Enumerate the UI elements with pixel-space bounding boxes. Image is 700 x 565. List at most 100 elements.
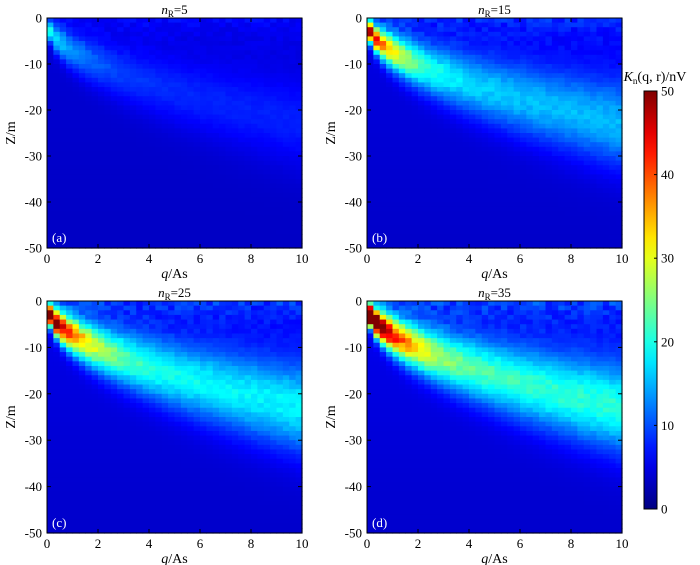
heatmap-cell — [494, 59, 502, 65]
heatmap-cell — [72, 301, 80, 307]
heatmap-cell — [596, 211, 604, 217]
heatmap-cell — [500, 183, 508, 189]
heatmap-cell — [72, 393, 80, 400]
heatmap-cell — [136, 301, 144, 307]
heatmap-cell — [219, 73, 227, 79]
heatmap-cell — [449, 229, 457, 235]
heatmap-cell — [244, 156, 252, 162]
heatmap-cell — [110, 169, 118, 175]
heatmap-cell — [551, 96, 559, 102]
heatmap-cell — [532, 225, 540, 231]
heatmap-cell — [405, 238, 413, 244]
heatmap-cell — [615, 225, 623, 231]
heatmap-cell — [123, 31, 131, 37]
heatmap-cell — [469, 243, 476, 249]
heatmap-cell — [488, 146, 496, 152]
heatmap-cell — [155, 384, 163, 390]
heatmap-cell — [488, 183, 496, 189]
heatmap-cell — [488, 225, 496, 231]
heatmap-cell — [615, 160, 623, 166]
heatmap-cell — [206, 50, 214, 56]
heatmap-cell — [405, 123, 413, 129]
heatmap-cell — [520, 41, 527, 47]
heatmap-cell — [206, 105, 214, 111]
heatmap-cell — [53, 128, 61, 134]
heatmap-cell — [494, 220, 502, 226]
heatmap-cell — [149, 356, 156, 362]
heatmap-cell — [123, 370, 131, 376]
heatmap-cell — [142, 192, 150, 198]
heatmap-cell — [418, 68, 425, 74]
heatmap-cell — [59, 192, 67, 198]
heatmap-cell — [398, 137, 406, 143]
heatmap-cell — [507, 123, 515, 129]
heatmap-cell — [47, 393, 54, 400]
heatmap-cell — [72, 96, 80, 102]
heatmap-cell — [104, 22, 112, 28]
heatmap-cell — [379, 36, 387, 42]
heatmap-cell — [91, 215, 99, 221]
heatmap-cell — [129, 523, 137, 529]
heatmap-cell — [59, 77, 67, 83]
heatmap-cell — [449, 137, 457, 143]
heatmap-cell — [526, 188, 534, 194]
heatmap-cell — [494, 41, 502, 47]
heatmap-cell — [462, 128, 470, 134]
heatmap-cell — [136, 68, 144, 74]
heatmap-cell — [225, 238, 233, 244]
heatmap-cell — [449, 215, 457, 221]
heatmap-cell — [386, 206, 394, 212]
heatmap-cell — [59, 384, 67, 390]
heatmap-cell — [200, 137, 207, 143]
heatmap-cell — [155, 229, 163, 235]
heatmap-cell — [539, 36, 547, 42]
heatmap-cell — [282, 91, 290, 97]
heatmap-cell — [212, 146, 220, 152]
heatmap-cell — [59, 500, 67, 506]
heatmap-cell — [129, 509, 137, 516]
heatmap-cell — [571, 146, 578, 152]
heatmap-cell — [263, 206, 271, 212]
heatmap-cell — [72, 463, 80, 469]
heatmap-cell — [558, 82, 566, 88]
heatmap-cell — [596, 225, 604, 231]
heatmap-cell — [59, 202, 67, 208]
heatmap-cell — [200, 119, 207, 125]
heatmap-cell — [72, 128, 80, 134]
heatmap-cell — [47, 305, 54, 311]
heatmap-cell — [53, 133, 61, 139]
heatmap-cell — [53, 197, 61, 203]
heatmap-cell — [456, 73, 464, 79]
heatmap-cell — [456, 234, 464, 240]
heatmap-cell — [168, 179, 176, 185]
heatmap-cell — [558, 202, 566, 208]
heatmap-cell — [225, 128, 233, 134]
heatmap-cell — [481, 192, 489, 198]
heatmap-cell — [507, 234, 515, 240]
heatmap-cell — [123, 365, 131, 372]
heatmap-cell — [373, 188, 381, 194]
heatmap-cell — [257, 165, 265, 171]
heatmap-cell — [469, 68, 476, 74]
heatmap-cell — [602, 128, 610, 134]
heatmap-cell — [532, 54, 540, 60]
heatmap-cell — [577, 197, 585, 203]
heatmap-cell — [193, 22, 201, 28]
heatmap-cell — [149, 458, 156, 464]
heatmap-cell — [98, 137, 105, 143]
heatmap-cell — [53, 324, 61, 330]
heatmap-cell — [238, 215, 246, 221]
heatmap-cell — [532, 169, 540, 175]
heatmap-cell — [270, 229, 278, 235]
heatmap-cell — [180, 142, 188, 148]
heatmap-cell — [469, 229, 476, 235]
heatmap-cell — [161, 45, 169, 51]
heatmap-cell — [47, 523, 54, 529]
heatmap-cell — [180, 211, 188, 217]
heatmap-cell — [142, 119, 150, 125]
heatmap-cell — [539, 128, 547, 134]
heatmap-cell — [142, 36, 150, 42]
heatmap-cell — [276, 183, 284, 189]
heatmap-cell — [615, 87, 623, 93]
heatmap-cell — [168, 215, 176, 221]
